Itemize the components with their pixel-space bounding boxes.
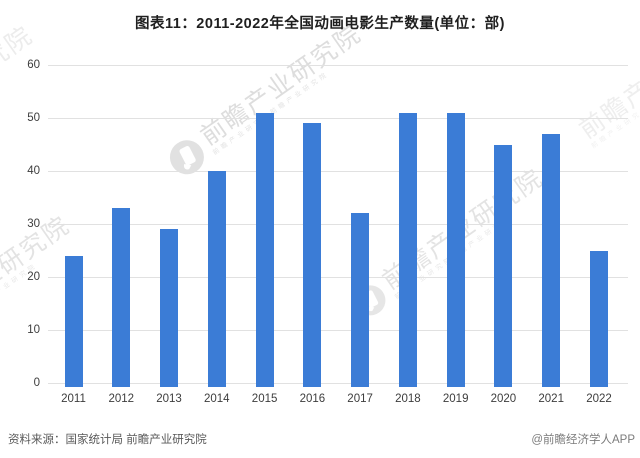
- y-tick-label: 10: [27, 324, 40, 336]
- bar-2022: [590, 250, 608, 387]
- x-tick-label: 2022: [586, 393, 612, 405]
- bar-2020: [494, 144, 513, 387]
- gridline: [48, 277, 628, 278]
- y-tick-label: 50: [27, 112, 40, 124]
- y-tick-label: 30: [27, 218, 40, 230]
- bar-2016: [303, 123, 322, 387]
- bar-2018: [398, 112, 417, 387]
- x-tick-label: 2016: [299, 393, 326, 405]
- gridline: [48, 118, 628, 119]
- x-tick-label: 2021: [538, 393, 564, 405]
- bar-2011: [64, 255, 83, 387]
- credit-text: @前瞻经济学人APP: [531, 434, 635, 446]
- source-text: 资料来源：国家统计局 前瞻产业研究院: [8, 434, 207, 446]
- y-tick-label: 20: [27, 271, 40, 283]
- y-tick-label: 0: [33, 377, 40, 389]
- y-tick-label: 40: [27, 165, 40, 177]
- x-tick-label: 2012: [108, 393, 135, 405]
- bar-2012: [112, 208, 131, 387]
- x-tick-label: 2019: [442, 393, 469, 405]
- x-tick-label: 2018: [395, 393, 421, 405]
- x-tick-label: 2013: [156, 393, 182, 405]
- bar-2021: [542, 133, 561, 387]
- gridline: [48, 65, 628, 66]
- chart-title: 图表11：2011-2022年全国动画电影生产数量(单位：部): [134, 16, 506, 32]
- x-tick-label: 2015: [251, 393, 278, 405]
- gridline: [48, 383, 628, 384]
- gridline: [48, 224, 628, 225]
- bar-2017: [351, 213, 370, 387]
- gridline: [48, 171, 628, 172]
- y-tick-label: 60: [27, 59, 40, 71]
- bar-2019: [446, 112, 465, 387]
- bar-2015: [255, 112, 274, 387]
- bar-2013: [160, 229, 178, 387]
- gridline: [48, 330, 628, 331]
- bar-2014: [207, 171, 226, 387]
- x-tick-label: 2017: [347, 393, 373, 405]
- x-tick-label: 2014: [204, 393, 230, 405]
- x-tick-label: 2020: [490, 393, 517, 405]
- x-tick-label: 2011: [61, 393, 86, 405]
